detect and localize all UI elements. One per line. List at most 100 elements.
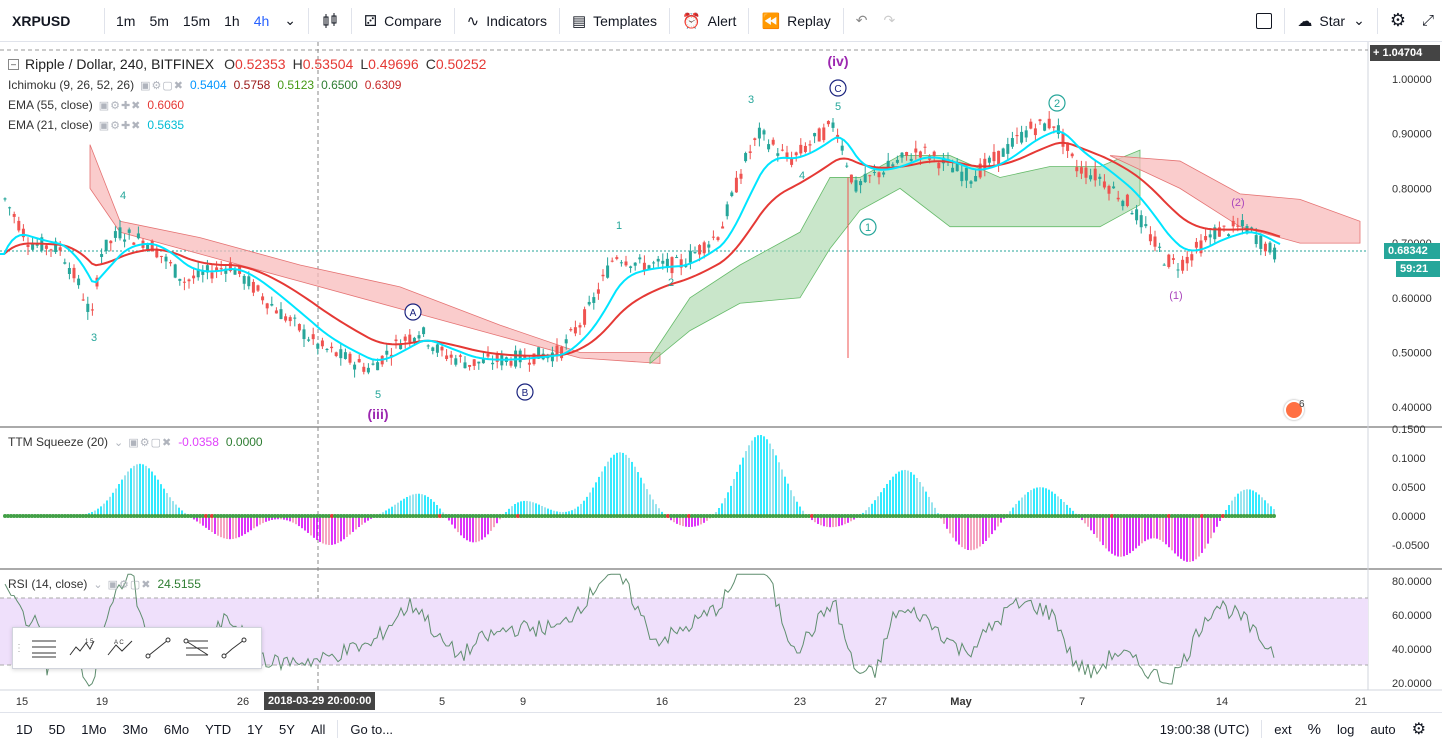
compare-button[interactable]: ⚂ Compare bbox=[356, 0, 450, 42]
candle-body bbox=[270, 303, 274, 306]
gear-icon[interactable]: ⚙ bbox=[1411, 721, 1426, 738]
ema21-line bbox=[0, 130, 1281, 361]
range-5y[interactable]: 5Y bbox=[279, 721, 295, 737]
fib-retracement-tool[interactable] bbox=[177, 629, 215, 667]
squeeze-legend[interactable]: TTM Squeeze (20) ⌄ ▣⚙▢✖ -0.0358 0.0000 bbox=[8, 435, 270, 449]
interval-4h[interactable]: 4h bbox=[253, 12, 270, 29]
range-3mo[interactable]: 3Mo bbox=[122, 721, 148, 737]
squeeze-dot bbox=[60, 514, 64, 518]
squeeze-dot bbox=[252, 514, 256, 518]
squeeze-dot bbox=[738, 514, 742, 518]
replay-button[interactable]: ⏪ Replay bbox=[753, 0, 838, 42]
log-toggle[interactable]: log bbox=[1336, 721, 1355, 737]
squeeze-dot bbox=[747, 514, 751, 518]
squeeze-dot bbox=[1110, 514, 1114, 518]
undo-button[interactable]: ↶ bbox=[848, 0, 876, 42]
legend-buttons[interactable]: ⌄ ▣⚙▢✖ bbox=[93, 578, 152, 591]
candle-body bbox=[182, 281, 186, 283]
fullscreen-layout-button[interactable] bbox=[1248, 0, 1280, 42]
candle-body bbox=[58, 247, 62, 251]
squeeze-dot bbox=[399, 514, 403, 518]
candle-body bbox=[610, 260, 614, 262]
range-all[interactable]: All bbox=[310, 721, 326, 737]
squeeze-dot bbox=[1158, 514, 1162, 518]
symbol-search[interactable]: XRPUSD bbox=[12, 12, 71, 29]
fib-levels-tool[interactable] bbox=[25, 629, 63, 667]
squeeze-dot bbox=[822, 514, 826, 518]
compare-icon: ⚂ bbox=[364, 12, 378, 30]
range-1mo[interactable]: 1Mo bbox=[81, 721, 107, 737]
range-1d[interactable]: 1D bbox=[16, 721, 33, 737]
candle-body bbox=[1038, 119, 1042, 122]
candle-body bbox=[753, 138, 757, 141]
drag-handle-icon[interactable]: ⋮ bbox=[14, 642, 24, 654]
legend-buttons[interactable]: ▣⚙✚✖ bbox=[98, 119, 142, 132]
collapse-legend-icon[interactable]: – bbox=[8, 58, 19, 70]
ext-toggle[interactable]: ext bbox=[1274, 721, 1292, 737]
range-ytd[interactable]: YTD bbox=[205, 721, 232, 737]
templates-button[interactable]: ▤ Templates bbox=[564, 0, 665, 42]
indicators-button[interactable]: ∿ Indicators bbox=[459, 0, 555, 42]
interval-5m[interactable]: 5m bbox=[149, 12, 169, 29]
rsi-tick: 80.0000 bbox=[1392, 576, 1432, 588]
legend-buttons[interactable]: ▣⚙✚✖ bbox=[98, 99, 142, 112]
squeeze-dot bbox=[21, 514, 25, 518]
ema21-legend[interactable]: EMA (21, close) ▣⚙✚✖ 0.5635 bbox=[8, 118, 191, 132]
star-button[interactable]: ☁ Star ⌄ bbox=[1289, 0, 1372, 42]
fullscreen-button[interactable]: ⤢ bbox=[1414, 0, 1442, 42]
interval-dropdown[interactable]: ⌄ bbox=[276, 0, 304, 42]
candle-body bbox=[90, 309, 94, 311]
squeeze-dot bbox=[1017, 514, 1021, 518]
clock[interactable]: 19:00:38 (UTC) bbox=[1159, 721, 1250, 737]
redo-button[interactable]: ↷ bbox=[875, 0, 903, 42]
squeeze-dot bbox=[489, 514, 493, 518]
elliott-impulse-tool[interactable]: 1 5 bbox=[63, 629, 101, 667]
squeeze-dot bbox=[141, 514, 145, 518]
chart-type-button[interactable] bbox=[313, 0, 347, 42]
path-tool[interactable] bbox=[215, 629, 253, 667]
rsi-legend[interactable]: RSI (14, close) ⌄ ▣⚙▢✖ 24.5155 bbox=[8, 577, 208, 591]
legend-buttons[interactable]: ⌄ ▣⚙▢✖ bbox=[114, 436, 173, 449]
candle-body bbox=[279, 309, 283, 320]
candle-body bbox=[1075, 167, 1079, 172]
squeeze-dot bbox=[831, 514, 835, 518]
squeeze-dot bbox=[72, 514, 76, 518]
squeeze-dot bbox=[384, 514, 388, 518]
squeeze-dot bbox=[864, 514, 868, 518]
candle-body bbox=[670, 257, 674, 274]
plus-icon[interactable]: + bbox=[1373, 47, 1383, 59]
candle-body bbox=[458, 355, 462, 357]
squeeze-dot bbox=[1140, 514, 1144, 518]
candle-body bbox=[1029, 121, 1033, 129]
interval-1m[interactable]: 1m bbox=[116, 12, 136, 29]
squeeze-dot bbox=[396, 514, 400, 518]
alert-button[interactable]: ⏰ Alert bbox=[674, 0, 744, 42]
interval-15m[interactable]: 15m bbox=[182, 12, 211, 29]
auto-toggle[interactable]: auto bbox=[1370, 721, 1396, 737]
interval-1h[interactable]: 1h bbox=[224, 12, 240, 29]
squeeze-dot bbox=[1248, 514, 1252, 518]
chart-canvas[interactable]: 1.000000.900000.800000.700000.600000.500… bbox=[0, 42, 1442, 712]
legend-buttons[interactable]: ▣⚙▢✖ bbox=[140, 79, 184, 92]
ema55-legend[interactable]: EMA (55, close) ▣⚙✚✖ 0.6060 bbox=[8, 98, 191, 112]
candle-body bbox=[1222, 225, 1226, 227]
candle-body bbox=[665, 258, 669, 267]
squeeze-dot bbox=[1011, 514, 1015, 518]
settings-button[interactable]: ⚙ bbox=[1382, 0, 1414, 42]
range-5d[interactable]: 5D bbox=[48, 721, 66, 737]
ichimoku-legend[interactable]: Ichimoku (9, 26, 52, 26) ▣⚙▢✖ 0.5404 0.5… bbox=[8, 78, 408, 92]
candle-body bbox=[964, 167, 968, 181]
percent-toggle[interactable]: % bbox=[1307, 720, 1321, 738]
range-6mo[interactable]: 6Mo bbox=[163, 721, 190, 737]
elliott-correction-tool[interactable]: A C bbox=[101, 629, 139, 667]
candle-body bbox=[1240, 220, 1244, 227]
squeeze-dot bbox=[945, 514, 949, 518]
squeeze-dot bbox=[1107, 514, 1111, 518]
range-1y[interactable]: 1Y bbox=[247, 721, 264, 737]
squeeze-value-2: 0.0000 bbox=[225, 435, 263, 449]
goto-button[interactable]: Go to... bbox=[350, 721, 394, 737]
trend-line-tool[interactable] bbox=[139, 629, 177, 667]
alert-badge[interactable] bbox=[1284, 400, 1304, 420]
chart-area[interactable]: 1.000000.900000.800000.700000.600000.500… bbox=[0, 42, 1442, 712]
candle-body bbox=[150, 240, 154, 252]
